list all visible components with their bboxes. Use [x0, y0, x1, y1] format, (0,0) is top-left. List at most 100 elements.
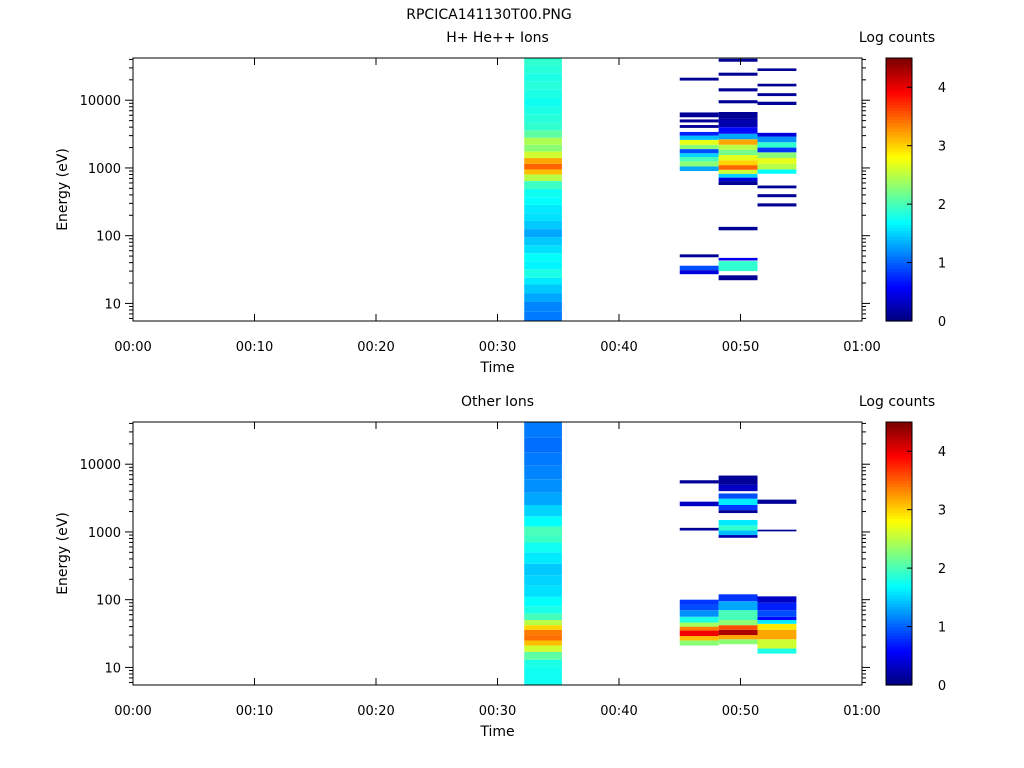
colorbar-segment	[886, 632, 912, 636]
heatmap-cell	[679, 640, 719, 646]
heatmap-cell	[679, 157, 719, 162]
colorbar-segment	[886, 579, 912, 584]
colorbar-segment	[886, 128, 912, 132]
colorbar-segment	[886, 673, 912, 677]
heatmap-cell	[757, 68, 797, 71]
colorbar-segment	[886, 623, 912, 628]
colorbar-segment	[886, 670, 912, 674]
colorbar-segment	[886, 148, 912, 153]
heatmap-cell	[718, 165, 758, 170]
heatmap-cell	[679, 112, 719, 118]
heatmap-cell	[757, 602, 797, 611]
colorbar-segment	[886, 183, 912, 188]
colorbar-segment	[886, 445, 912, 449]
colorbar-segment	[886, 480, 912, 484]
colorbar-segment	[886, 207, 912, 211]
x-tick-label: 00:00	[114, 340, 151, 355]
heatmap-cell	[718, 177, 758, 182]
colorbar-segment	[886, 306, 912, 310]
heatmap-cell	[524, 526, 562, 536]
heatmap-cell	[524, 181, 562, 189]
colorbar-segment	[886, 107, 912, 112]
colorbar-segment	[886, 442, 912, 446]
colorbar-segment	[886, 116, 912, 120]
heatmap-cell	[524, 188, 562, 198]
colorbar-segment	[886, 585, 912, 590]
y-tick-label: 10	[104, 297, 121, 312]
colorbar-segment	[886, 312, 912, 316]
plot-frame	[132, 421, 863, 686]
colorbar-segment	[886, 151, 912, 156]
colorbar-tick-label: 3	[938, 140, 946, 155]
heatmap-cell	[524, 452, 562, 466]
colorbar-segment	[886, 448, 912, 452]
colorbar-segment	[886, 430, 912, 435]
heatmap-cell	[757, 616, 797, 621]
heatmap-cell	[718, 510, 758, 514]
heatmap-cell	[524, 311, 562, 321]
colorbar-segment	[886, 556, 912, 560]
colorbar-segment	[886, 647, 912, 651]
colorbar-segment	[886, 262, 912, 267]
x-tick-label: 01:00	[843, 340, 880, 355]
colorbar-segment	[886, 433, 912, 438]
colorbar-segment	[886, 497, 912, 502]
colorbar-segment	[886, 104, 912, 109]
y-tick-label: 10000	[80, 458, 121, 473]
colorbar-segment	[886, 110, 912, 115]
colorbar-segment	[886, 611, 912, 616]
heatmap-cell	[679, 527, 719, 531]
heatmap-cell	[757, 147, 797, 153]
heatmap-cell	[679, 610, 719, 617]
colorbar-segment	[886, 239, 912, 243]
heatmap-cell	[679, 254, 719, 258]
colorbar-segment	[886, 565, 912, 569]
heatmap-cell	[757, 158, 797, 164]
colorbar-segment	[886, 474, 912, 479]
colorbar-segment	[886, 198, 912, 202]
colorbar-segment	[886, 75, 912, 80]
heatmap-cell	[718, 72, 758, 76]
heatmap-cell	[718, 112, 758, 119]
heatmap-cell	[757, 185, 797, 189]
x-tick-label: 00:50	[722, 704, 759, 719]
heatmap-cell	[718, 144, 758, 150]
colorbar-tick-label: 2	[938, 562, 946, 577]
colorbar: 0 1 2 3 4 Log counts	[859, 30, 946, 330]
colorbar-segment	[886, 562, 912, 566]
colorbar-segment	[886, 573, 912, 578]
colorbar-segment	[886, 638, 912, 642]
colorbar-segment	[886, 300, 912, 305]
colorbar-segment	[886, 515, 912, 520]
colorbar-tick-label: 1	[938, 257, 946, 272]
colorbar-tick-label: 4	[938, 81, 946, 96]
heatmap-cell	[679, 480, 719, 484]
colorbar-segment	[886, 609, 912, 613]
colorbar-segment	[886, 506, 912, 511]
x-tick-label: 00:00	[114, 704, 151, 719]
heatmap-cell	[718, 257, 758, 261]
colorbar-segment	[886, 495, 912, 499]
heatmap-cell	[524, 269, 562, 278]
colorbar-segment	[886, 649, 912, 654]
heatmap-cell	[679, 501, 719, 507]
colorbar-segment	[886, 629, 912, 633]
heatmap-cell	[524, 137, 562, 145]
y-tick-label: 10000	[80, 94, 121, 109]
colorbar-segment	[886, 157, 912, 161]
heatmap-cell	[524, 516, 562, 527]
colorbar-segment	[886, 280, 912, 284]
heatmap-cell	[524, 625, 562, 630]
heatmap-cell	[524, 204, 562, 214]
heatmap-cell	[679, 135, 719, 140]
heatmap-cell	[718, 620, 758, 626]
colorbar-segment	[886, 66, 912, 71]
colorbar-segment	[886, 84, 912, 88]
heatmap-cell	[718, 639, 758, 645]
heatmap-cell	[524, 73, 562, 82]
colorbar-segment	[886, 218, 912, 223]
colorbar-segment	[886, 600, 912, 604]
heatmap-cell	[679, 616, 719, 623]
heatmap-cell	[718, 118, 758, 128]
